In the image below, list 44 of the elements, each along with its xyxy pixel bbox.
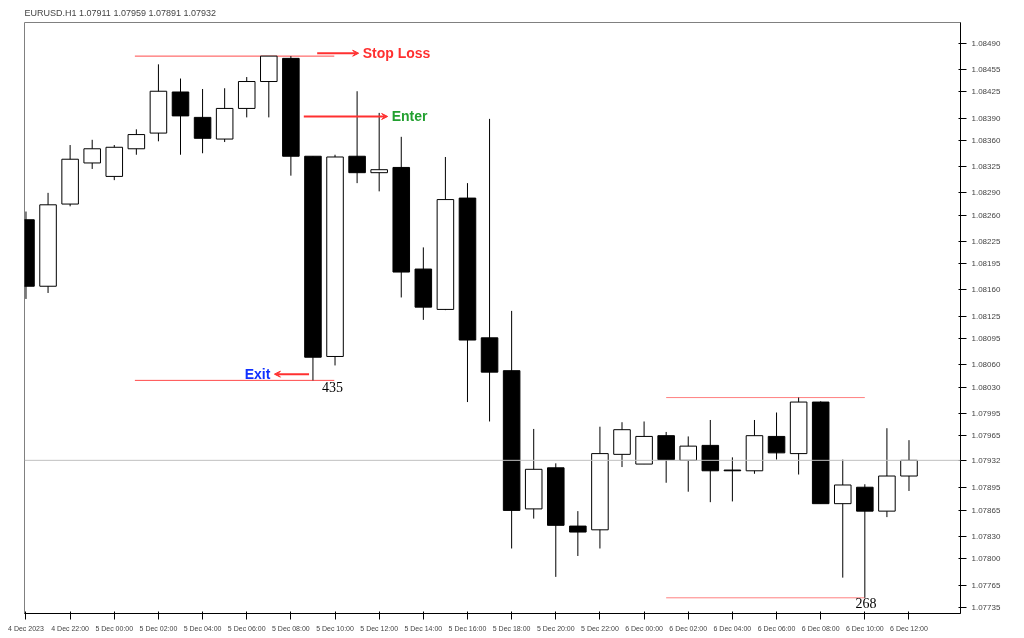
y-tick-label: 1.07830 (971, 532, 1001, 542)
annotation: Enter (391, 108, 429, 125)
y-tick-label: 1.07765 (971, 580, 1001, 590)
y-tick-label: 1.08195 (971, 259, 1001, 269)
y-tick-label: 1.07965 (971, 431, 1001, 441)
y-tick-label: 1.08360 (971, 136, 1001, 146)
y-tick-label: 1.07735 (971, 603, 1001, 613)
y-tick-label: 1.08260 (971, 210, 1001, 220)
chart-title: EURUSD.H1 1.07911 1.07959 1.07891 1.07932 (24, 7, 216, 18)
candlestick (723, 456, 742, 502)
y-tick-label: 1.08325 (971, 162, 1001, 172)
y-tick-label: 1.07800 (971, 554, 1001, 564)
candlestick (657, 431, 675, 484)
y-tick-label: 1.08125 (971, 311, 1001, 321)
y-tick-label: 1.08290 (971, 188, 1001, 198)
candlestick (171, 78, 190, 156)
ref-line-label: 1.07932 (971, 455, 1001, 465)
candlestick (348, 90, 366, 184)
y-tick-label: 1.08030 (971, 382, 1001, 392)
candlestick (900, 439, 918, 492)
annotation: Stop Loss (362, 45, 431, 62)
candlestick (193, 88, 212, 154)
y-tick-label: 1.08225 (971, 236, 1001, 246)
y-tick-label: 1.08390 (971, 113, 1001, 123)
candlestick (83, 139, 101, 170)
annotation: 435 (321, 380, 343, 396)
candlestick (480, 118, 499, 422)
y-tick-label: 1.07865 (971, 505, 1001, 515)
candlestick (679, 435, 698, 493)
candlestick (833, 459, 852, 579)
y-tick-label: 1.07895 (971, 483, 1001, 493)
y-tick-label: 1.08455 (971, 65, 1001, 75)
y-tick-label: 1.08060 (971, 360, 1001, 370)
y-tick-label: 1.08160 (971, 285, 1001, 295)
candlestick (569, 510, 587, 557)
y-tick-label: 1.07995 (971, 408, 1001, 418)
y-tick-label: 1.08425 (971, 87, 1001, 97)
annotation: Exit (244, 366, 271, 383)
y-tick-label: 1.08095 (971, 334, 1001, 344)
candlestick (856, 483, 874, 599)
y-tick-label: 1.08490 (971, 38, 1001, 48)
candlestick (767, 412, 786, 461)
candlestick (127, 128, 146, 156)
annotation: 268 (855, 595, 877, 611)
